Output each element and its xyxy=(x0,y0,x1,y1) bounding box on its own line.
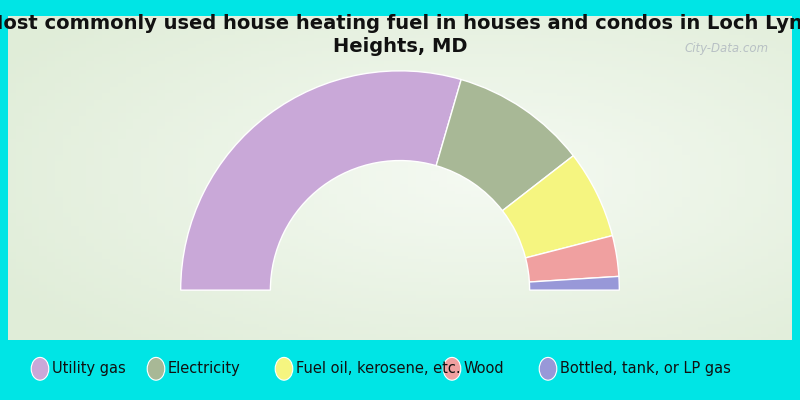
Text: Fuel oil, kerosene, etc.: Fuel oil, kerosene, etc. xyxy=(296,361,461,376)
Ellipse shape xyxy=(539,358,557,380)
Text: Most commonly used house heating fuel in houses and condos in Loch Lynn
Heights,: Most commonly used house heating fuel in… xyxy=(0,14,800,56)
Ellipse shape xyxy=(147,358,165,380)
Wedge shape xyxy=(502,156,613,258)
Wedge shape xyxy=(526,236,619,282)
Ellipse shape xyxy=(275,358,293,380)
Wedge shape xyxy=(181,71,461,290)
Text: Electricity: Electricity xyxy=(168,361,241,376)
Ellipse shape xyxy=(443,358,461,380)
Wedge shape xyxy=(530,276,619,290)
Ellipse shape xyxy=(31,358,49,380)
Text: Utility gas: Utility gas xyxy=(52,361,126,376)
Text: City-Data.com: City-Data.com xyxy=(684,42,769,55)
Text: Wood: Wood xyxy=(464,361,505,376)
Wedge shape xyxy=(436,80,574,211)
Text: Bottled, tank, or LP gas: Bottled, tank, or LP gas xyxy=(560,361,731,376)
